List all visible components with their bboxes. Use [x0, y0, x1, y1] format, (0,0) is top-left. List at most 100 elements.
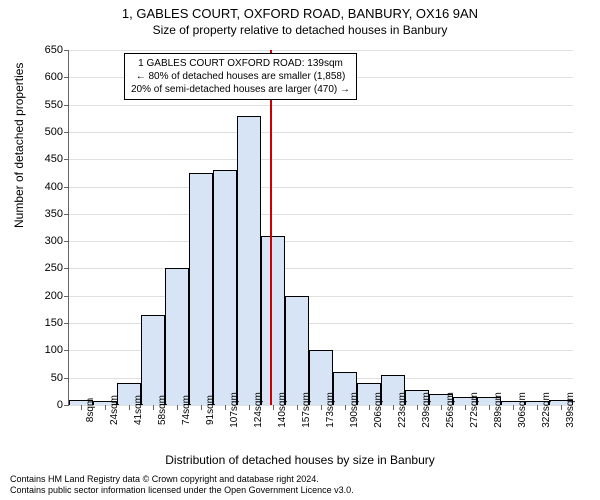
- gridline: [69, 296, 573, 297]
- xtick-label: 339sqm: [565, 392, 576, 428]
- xtick-mark: [345, 405, 346, 410]
- annotation-box: 1 GABLES COURT OXFORD ROAD: 139sqm← 80% …: [124, 53, 357, 100]
- xtick-mark: [393, 405, 394, 410]
- xtick-label: 140sqm: [277, 392, 288, 428]
- xtick-mark: [177, 405, 178, 410]
- ytick-mark: [64, 214, 69, 215]
- ytick-mark: [64, 105, 69, 106]
- xtick-mark: [129, 405, 130, 410]
- xtick-mark: [369, 405, 370, 410]
- gridline: [69, 214, 573, 215]
- ytick-label: 50: [33, 372, 63, 384]
- footer-line2: Contains public sector information licen…: [10, 485, 354, 496]
- ytick-label: 300: [33, 235, 63, 247]
- footer-line1: Contains HM Land Registry data © Crown c…: [10, 474, 354, 485]
- ytick-mark: [64, 350, 69, 351]
- xtick-label: 206sqm: [373, 392, 384, 428]
- reference-line: [270, 50, 272, 405]
- ytick-mark: [64, 323, 69, 324]
- annotation-line: 20% of semi-detached houses are larger (…: [131, 83, 350, 96]
- xtick-label: 91sqm: [205, 395, 216, 425]
- xtick-label: 190sqm: [349, 392, 360, 428]
- histogram-bar: [165, 268, 189, 405]
- xtick-mark: [465, 405, 466, 410]
- gridline: [69, 241, 573, 242]
- ytick-mark: [64, 77, 69, 78]
- address-title: 1, GABLES COURT, OXFORD ROAD, BANBURY, O…: [0, 0, 600, 23]
- histogram-bar: [261, 236, 285, 405]
- ytick-label: 650: [33, 44, 63, 56]
- ytick-mark: [64, 296, 69, 297]
- ytick-mark: [64, 132, 69, 133]
- gridline: [69, 268, 573, 269]
- ytick-label: 200: [33, 290, 63, 302]
- ytick-mark: [64, 159, 69, 160]
- xtick-mark: [249, 405, 250, 410]
- xtick-label: 173sqm: [325, 392, 336, 428]
- xtick-label: 223sqm: [397, 392, 408, 428]
- xtick-mark: [201, 405, 202, 410]
- ytick-label: 500: [33, 126, 63, 138]
- gridline: [69, 50, 573, 51]
- xtick-label: 58sqm: [157, 395, 168, 425]
- xtick-mark: [561, 405, 562, 410]
- ytick-label: 600: [33, 71, 63, 83]
- xtick-label: 239sqm: [421, 392, 432, 428]
- xtick-mark: [513, 405, 514, 410]
- ytick-mark: [64, 241, 69, 242]
- xtick-label: 8sqm: [85, 398, 96, 422]
- plot-area: 0501001502002503003504004505005506006508…: [68, 50, 573, 406]
- xtick-mark: [225, 405, 226, 410]
- histogram-bar: [237, 116, 261, 405]
- ytick-label: 0: [33, 399, 63, 411]
- histogram-bar: [285, 296, 309, 405]
- histogram-bar: [213, 170, 237, 405]
- gridline: [69, 105, 573, 106]
- xtick-mark: [105, 405, 106, 410]
- y-axis-label: Number of detached properties: [12, 63, 26, 228]
- ytick-label: 150: [33, 317, 63, 329]
- xtick-label: 74sqm: [181, 395, 192, 425]
- xtick-mark: [489, 405, 490, 410]
- annotation-line: ← 80% of detached houses are smaller (1,…: [131, 70, 350, 83]
- xtick-mark: [273, 405, 274, 410]
- xtick-mark: [81, 405, 82, 410]
- chart-container: 0501001502002503003504004505005506006508…: [68, 50, 572, 405]
- ytick-mark: [64, 405, 69, 406]
- xtick-mark: [321, 405, 322, 410]
- xtick-label: 124sqm: [253, 392, 264, 428]
- ytick-label: 100: [33, 344, 63, 356]
- chart-subtitle: Size of property relative to detached ho…: [0, 23, 600, 37]
- xtick-label: 41sqm: [133, 395, 144, 425]
- annotation-line: 1 GABLES COURT OXFORD ROAD: 139sqm: [131, 57, 350, 70]
- xtick-label: 256sqm: [445, 392, 456, 428]
- xtick-label: 157sqm: [301, 392, 312, 428]
- footer-attribution: Contains HM Land Registry data © Crown c…: [10, 474, 354, 496]
- ytick-label: 550: [33, 99, 63, 111]
- gridline: [69, 159, 573, 160]
- xtick-mark: [441, 405, 442, 410]
- gridline: [69, 132, 573, 133]
- xtick-mark: [297, 405, 298, 410]
- ytick-label: 350: [33, 208, 63, 220]
- ytick-mark: [64, 378, 69, 379]
- ytick-mark: [64, 187, 69, 188]
- xtick-label: 24sqm: [109, 395, 120, 425]
- xtick-label: 322sqm: [541, 392, 552, 428]
- xtick-mark: [153, 405, 154, 410]
- ytick-label: 450: [33, 153, 63, 165]
- xtick-label: 272sqm: [469, 392, 480, 428]
- x-axis-label: Distribution of detached houses by size …: [0, 453, 600, 467]
- ytick-mark: [64, 50, 69, 51]
- xtick-label: 289sqm: [493, 392, 504, 428]
- xtick-mark: [417, 405, 418, 410]
- xtick-label: 306sqm: [517, 392, 528, 428]
- xtick-mark: [537, 405, 538, 410]
- ytick-mark: [64, 268, 69, 269]
- ytick-label: 250: [33, 262, 63, 274]
- histogram-bar: [189, 173, 213, 405]
- ytick-label: 400: [33, 181, 63, 193]
- xtick-label: 107sqm: [229, 392, 240, 428]
- histogram-bar: [141, 315, 165, 405]
- gridline: [69, 187, 573, 188]
